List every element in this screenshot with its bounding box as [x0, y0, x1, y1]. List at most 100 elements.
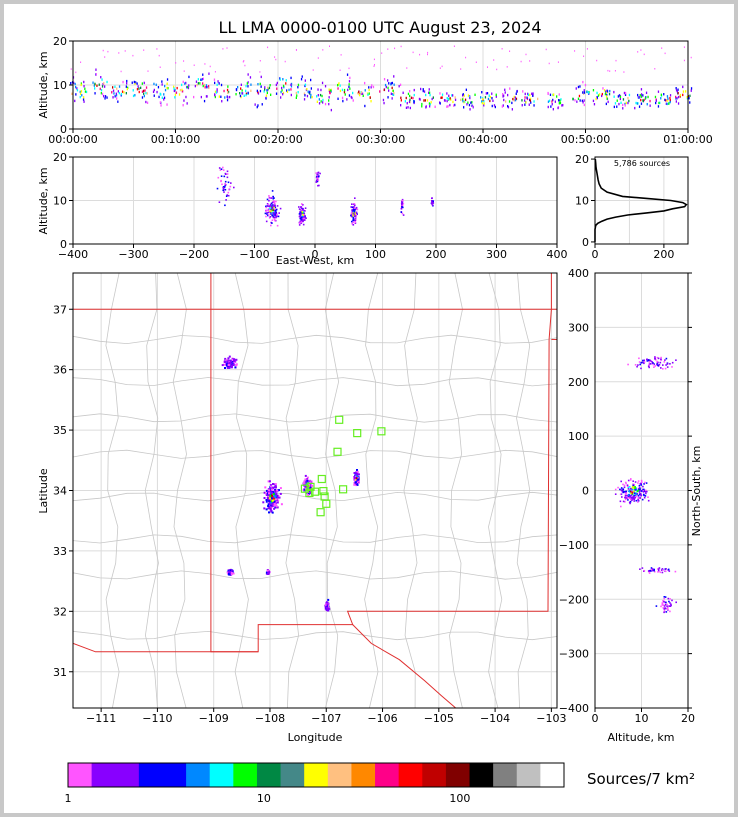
lightning-source: [624, 490, 627, 493]
lightning-source: [267, 203, 269, 206]
lightning-source: [664, 570, 667, 573]
lightning-source: [596, 59, 598, 62]
lightning-source: [276, 224, 279, 227]
colorbar-label: Sources/7 km²: [587, 770, 695, 788]
lightning-source: [634, 489, 637, 491]
lightning-source: [647, 95, 649, 99]
plan-view-ytick-label: 31: [53, 666, 67, 679]
lightning-source: [664, 596, 667, 598]
lightning-source: [257, 91, 259, 94]
lightning-source: [158, 54, 160, 57]
lightning-source: [216, 83, 218, 86]
lightning-source: [268, 195, 270, 197]
lightning-source: [624, 494, 627, 496]
lightning-source: [574, 50, 576, 52]
lightning-source: [660, 367, 662, 369]
lightning-source: [392, 93, 394, 96]
lightning-source: [81, 94, 83, 97]
lightning-source: [615, 59, 617, 62]
lightning-source: [635, 499, 638, 502]
lightning-source: [318, 98, 320, 101]
lightning-source: [260, 85, 262, 88]
lightning-source: [163, 98, 165, 101]
lightning-source: [532, 94, 534, 97]
lightning-source: [228, 571, 231, 574]
lightning-source: [557, 106, 559, 110]
lightning-source: [638, 361, 641, 363]
lightning-source: [622, 489, 624, 491]
lightning-source: [272, 215, 275, 218]
lightning-source: [493, 104, 496, 107]
lightning-source: [187, 86, 190, 90]
lightning-source: [619, 493, 622, 496]
lightning-source: [321, 94, 323, 98]
lightning-source: [364, 104, 366, 108]
lightning-source: [619, 488, 621, 491]
lightning-source: [655, 99, 657, 102]
lightning-source: [260, 75, 262, 79]
lightning-source: [640, 361, 643, 364]
lightning-source: [383, 88, 385, 92]
lightning-source: [424, 99, 426, 102]
lightning-source: [637, 487, 640, 490]
lightning-source: [440, 96, 442, 99]
lightning-source: [577, 85, 580, 89]
lightning-source: [328, 607, 331, 610]
lightning-source: [630, 492, 632, 495]
lightning-source: [282, 84, 285, 88]
lightning-source: [318, 102, 321, 105]
lightning-source: [669, 100, 671, 104]
lightning-source: [675, 601, 677, 604]
lightning-source: [572, 97, 574, 101]
lightning-source: [638, 484, 641, 487]
lightning-source: [301, 203, 303, 205]
lightning-source: [408, 100, 411, 103]
lightning-source: [84, 87, 86, 90]
lightning-source: [273, 204, 275, 207]
lightning-source: [669, 602, 671, 604]
lightning-source: [276, 81, 278, 85]
lightning-source: [328, 102, 330, 106]
lightning-source: [394, 47, 396, 50]
lightning-source: [646, 103, 648, 106]
lightning-source: [665, 99, 667, 102]
lightning-source: [531, 92, 533, 95]
lightning-source: [118, 85, 121, 88]
lightning-source: [451, 94, 453, 97]
lightning-source: [353, 208, 355, 211]
lightning-source: [642, 491, 645, 493]
lightning-source: [304, 216, 306, 219]
lightning-source: [524, 99, 526, 102]
lightning-source: [402, 206, 404, 209]
lightning-source: [306, 478, 308, 481]
lightning-source: [454, 103, 456, 107]
plan-view-xtick-label: −110: [142, 712, 172, 725]
lightning-source: [401, 198, 404, 201]
lightning-source: [353, 483, 356, 486]
lightning-source: [387, 86, 389, 90]
lightning-source: [481, 101, 483, 105]
lightning-source: [126, 79, 128, 83]
lightning-source: [388, 89, 390, 92]
lightning-source: [186, 102, 188, 105]
lightning-source: [304, 485, 307, 488]
lightning-source: [614, 70, 616, 72]
lightning-source: [250, 89, 252, 92]
lightning-source: [635, 489, 638, 491]
lightning-source: [274, 56, 276, 58]
lightning-source: [267, 503, 270, 506]
lightning-source: [393, 91, 395, 95]
lightning-source: [663, 361, 666, 363]
lightning-source: [227, 366, 230, 369]
lightning-source: [265, 206, 268, 209]
lightning-source: [226, 194, 228, 196]
lightning-source: [273, 206, 275, 209]
lightning-source: [355, 213, 358, 216]
lightning-source: [400, 207, 403, 210]
lightning-source: [425, 93, 427, 97]
ns-height-ytick-label: −200: [559, 593, 589, 606]
lightning-source: [274, 208, 276, 210]
lightning-source: [639, 493, 642, 495]
lightning-source: [159, 66, 161, 68]
lightning-source: [516, 90, 518, 93]
